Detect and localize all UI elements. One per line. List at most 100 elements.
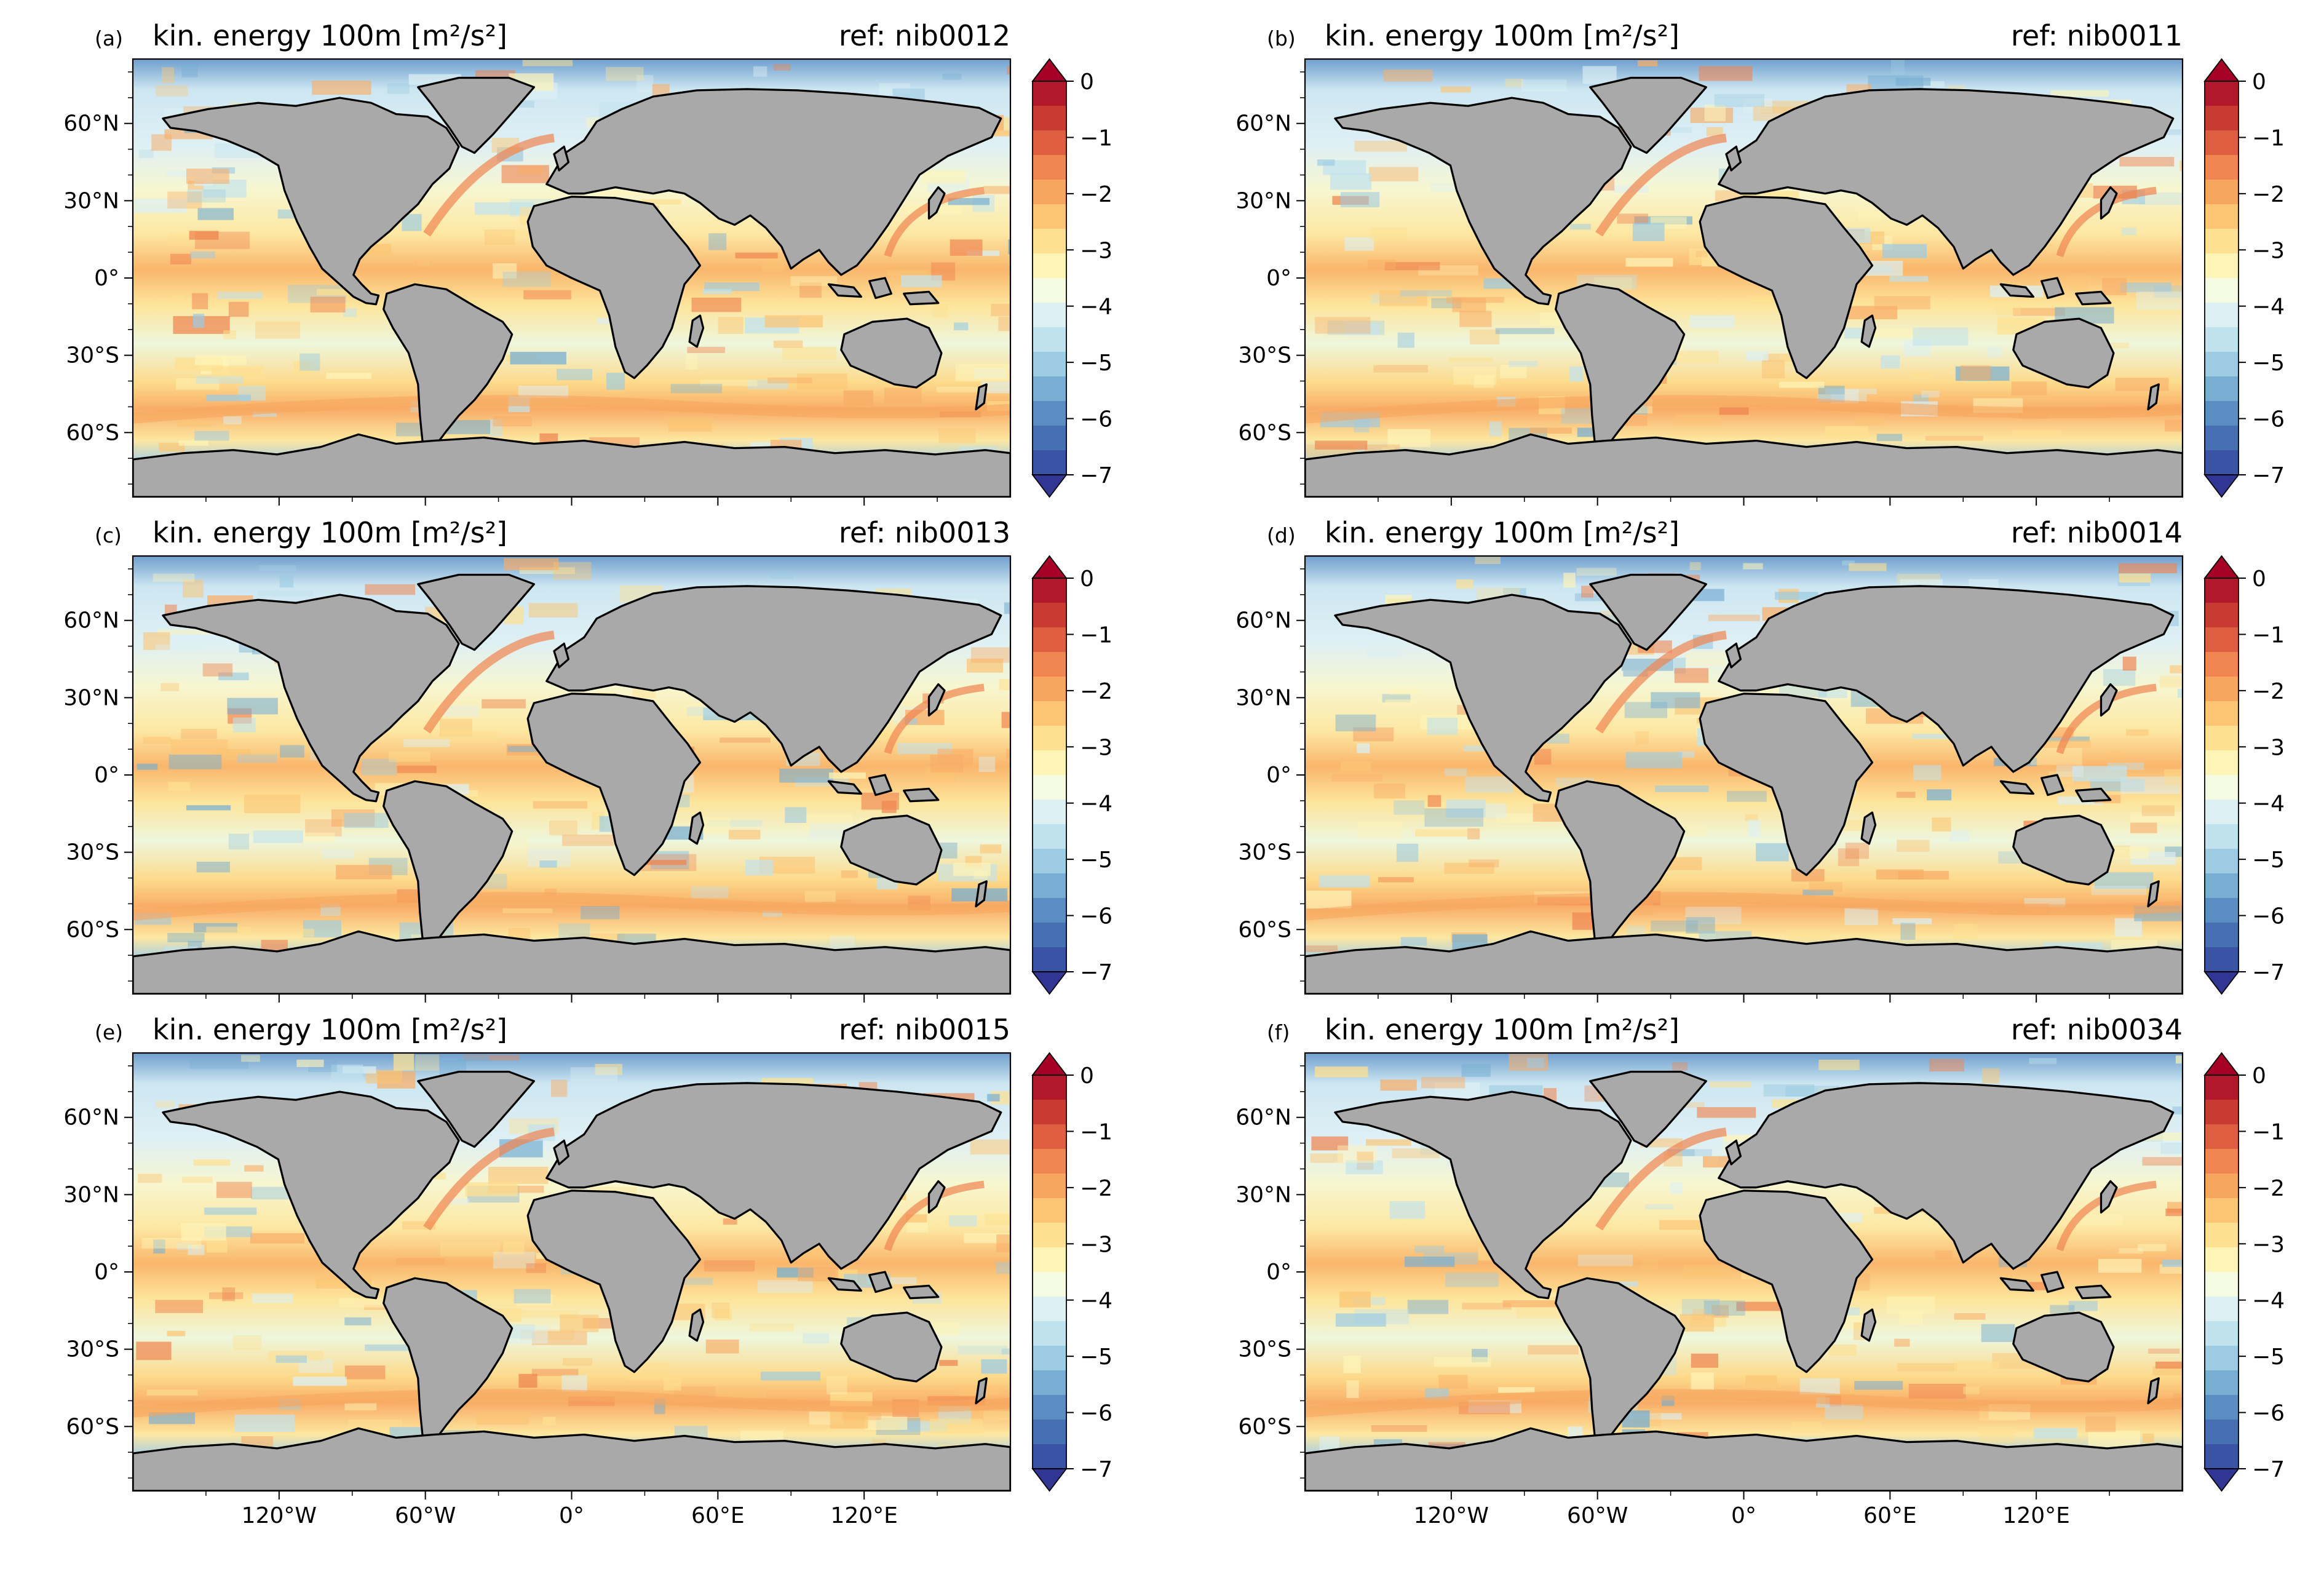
lat-tick-label: 30°S — [66, 840, 119, 865]
colorbar-tick-label: −7 — [1080, 1457, 1112, 1482]
ocean-field — [133, 1053, 1010, 1491]
panel-title: kin. energy 100m [m²/s²] — [1325, 19, 1680, 52]
lat-tick-label: 30°S — [66, 343, 119, 368]
panel-ref: ref: nib0011 — [2011, 19, 2183, 52]
lat-tick-label: 0° — [1266, 763, 1291, 788]
colorbar-tick-label: −5 — [1080, 1345, 1112, 1370]
colorbar-extend-max — [1031, 555, 1068, 579]
colorbar-tick-label: −7 — [2252, 960, 2285, 985]
colorbar-body — [2204, 81, 2239, 475]
panel-ref: ref: nib0034 — [2011, 1013, 2183, 1046]
colorbar-tick-label: −5 — [2252, 848, 2285, 873]
colorbar-tick-label: −1 — [1080, 1119, 1112, 1145]
colorbar-tick-label: −3 — [2252, 1232, 2285, 1257]
colorbar-tick-label: −1 — [2252, 125, 2285, 151]
lon-tick-label: 60°W — [395, 1503, 456, 1528]
colorbar-extend-max — [2203, 555, 2240, 579]
colorbar-tick-label: −4 — [2252, 1289, 2285, 1314]
colorbar-tick-label: −7 — [1080, 463, 1112, 488]
colorbar-extend-max — [1031, 1052, 1068, 1076]
colorbar-extend-min — [1031, 1468, 1068, 1492]
colorbar-body — [2204, 578, 2239, 972]
lat-tick-label: 60°S — [1238, 1414, 1291, 1439]
colorbar-tick-label: −4 — [2252, 295, 2285, 320]
ocean-field — [1305, 556, 2183, 994]
panel-ref: ref: nib0013 — [839, 516, 1010, 549]
colorbar-tick-label: −2 — [2252, 182, 2285, 207]
lat-tick-label: 0° — [94, 266, 119, 291]
colorbar-tick-label: −2 — [2252, 1176, 2285, 1201]
colorbar-tick-label: −5 — [2252, 1345, 2285, 1370]
colorbar-body — [1032, 81, 1067, 475]
colorbar-tick-label: −7 — [1080, 960, 1112, 985]
colorbar: 0 −1 −2 −3 −4 −5 −6 −7 — [2203, 1052, 2285, 1492]
colorbar-tick-label: −2 — [1080, 679, 1112, 704]
panel-title: kin. energy 100m [m²/s²] — [153, 516, 507, 549]
lon-tick-label: 60°W — [1567, 1503, 1628, 1528]
colorbar-tick-label: −6 — [2252, 407, 2285, 432]
panel-letter: (e) — [95, 1020, 123, 1044]
lat-tick-label: 30°N — [63, 188, 119, 213]
colorbar-body — [1032, 1074, 1067, 1469]
lon-tick-label: 120°W — [1414, 1503, 1489, 1528]
ocean-field — [1305, 1053, 2183, 1491]
colorbar-tick-label: −6 — [2252, 1401, 2285, 1426]
colorbar-tick-label: −2 — [1080, 182, 1112, 207]
ocean-field — [1305, 59, 2183, 497]
map-panel: 60°N 30°N 0° 30°S 60°S (c) kin. energy 100m [m… — [63, 516, 1112, 1003]
colorbar-tick-label: −6 — [1080, 407, 1112, 432]
colorbar-tick-label: −6 — [1080, 904, 1112, 929]
colorbar: 0 −1 −2 −3 −4 −5 −6 −7 — [1031, 555, 1112, 995]
colorbar-tick-label: 0 — [1080, 70, 1094, 95]
colorbar-tick-label: −1 — [1080, 125, 1112, 151]
panel-ref: ref: nib0015 — [839, 1013, 1010, 1046]
panel-title: kin. energy 100m [m²/s²] — [153, 1013, 507, 1046]
colorbar-extend-min — [2203, 971, 2240, 995]
colorbar-tick-label: −1 — [1080, 622, 1112, 648]
colorbar-tick-label: −5 — [2252, 351, 2285, 376]
colorbar-tick-label: −5 — [1080, 351, 1112, 376]
colorbar-tick-label: −3 — [2252, 735, 2285, 760]
lat-tick-label: 60°S — [1238, 420, 1291, 445]
colorbar-tick-label: −5 — [1080, 848, 1112, 873]
colorbar-tick-label: −7 — [2252, 1457, 2285, 1482]
lat-tick-label: 60°N — [1235, 1105, 1291, 1130]
colorbar-tick-label: −3 — [1080, 735, 1112, 760]
lon-tick-label: 0° — [559, 1503, 584, 1528]
lat-tick-label: 0° — [1266, 1260, 1291, 1285]
lat-tick-label: 30°S — [1238, 343, 1291, 368]
lon-tick-label: 120°E — [2002, 1503, 2069, 1528]
lat-tick-label: 60°S — [66, 1414, 119, 1439]
colorbar-body — [2204, 1074, 2239, 1469]
ocean-field — [133, 59, 1010, 497]
colorbar-tick-label: −1 — [2252, 622, 2285, 648]
lat-tick-label: 30°N — [63, 1182, 119, 1207]
colorbar-extend-min — [2203, 474, 2240, 498]
colorbar-body — [1032, 578, 1067, 972]
colorbar-tick-label: −3 — [1080, 238, 1112, 263]
colorbar-tick-label: 0 — [2252, 1063, 2266, 1089]
colorbar-extend-min — [1031, 971, 1068, 995]
panel-ref: ref: nib0012 — [839, 19, 1010, 52]
panel-letter: (d) — [1267, 523, 1296, 547]
colorbar-tick-label: −3 — [1080, 1232, 1112, 1257]
lat-tick-label: 0° — [94, 763, 119, 788]
lat-tick-label: 30°S — [66, 1337, 119, 1362]
colorbar-tick-label: −4 — [2252, 792, 2285, 817]
colorbar-tick-label: 0 — [1080, 566, 1094, 592]
colorbar-tick-label: 0 — [2252, 70, 2266, 95]
colorbar-tick-label: −4 — [1080, 792, 1112, 817]
panel-letter: (b) — [1267, 26, 1296, 50]
map-panel: 60°N 30°N 0° 30°S 60°S 120°W 60°W 0° 60°E 120°E (f… — [1235, 1013, 2285, 1528]
panel-ref: ref: nib0014 — [2011, 516, 2183, 549]
colorbar-tick-label: −6 — [1080, 1401, 1112, 1426]
lon-tick-label: 120°W — [242, 1503, 317, 1528]
lat-tick-label: 60°S — [1238, 917, 1291, 942]
lat-tick-label: 30°S — [1238, 1337, 1291, 1362]
map-panel: 60°N 30°N 0° 30°S 60°S (d) kin. energy 100m [m… — [1235, 516, 2285, 1003]
lat-tick-label: 0° — [1266, 266, 1291, 291]
panel-letter: (f) — [1267, 1020, 1290, 1044]
colorbar: 0 −1 −2 −3 −4 −5 −6 −7 — [1031, 58, 1112, 498]
lat-tick-label: 60°N — [63, 608, 119, 634]
